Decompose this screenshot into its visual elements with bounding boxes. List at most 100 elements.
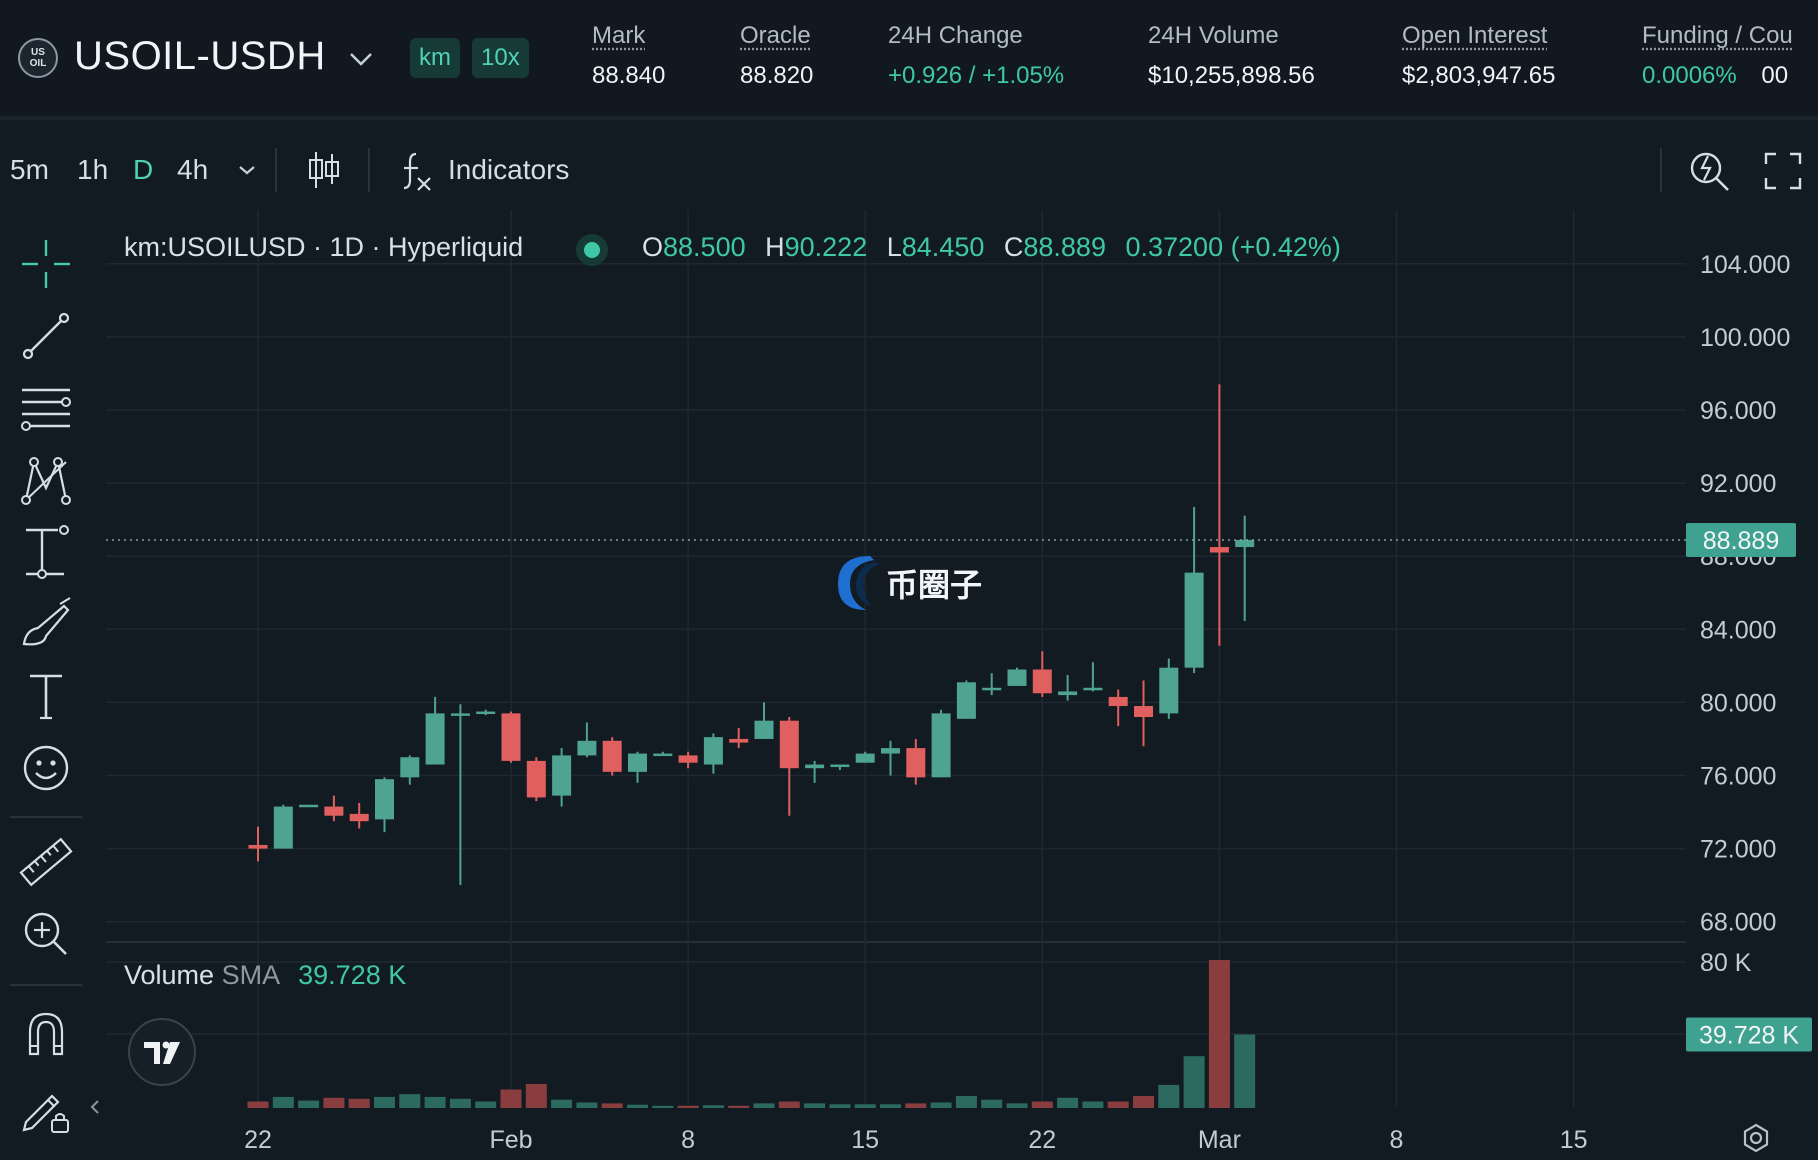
candle-body: [754, 720, 774, 739]
candle-body: [1058, 691, 1078, 696]
tradingview-logo[interactable]: [128, 1018, 196, 1086]
magnet-icon[interactable]: [16, 1004, 76, 1064]
lock-drawings-icon[interactable]: [16, 1078, 76, 1138]
timeframe-d[interactable]: D: [133, 154, 154, 185]
time-tick-label: 8: [1390, 1126, 1404, 1154]
volume-label: Volume: [124, 960, 215, 990]
candle-body: [982, 687, 1002, 691]
candle-body: [602, 740, 622, 772]
fib-levels-icon[interactable]: [16, 378, 76, 438]
stat-funding: Funding / Cou 0.0006% 00: [1642, 22, 1818, 90]
chevron-down-icon[interactable]: [348, 46, 374, 72]
volume-last-badge: [1686, 1017, 1812, 1052]
price-tick-label: 84.000: [1700, 616, 1776, 644]
ruler-icon[interactable]: [16, 832, 76, 892]
fullscreen-icon[interactable]: [1764, 152, 1802, 190]
asset-logo-text: US: [31, 47, 45, 58]
volume-bar: [449, 1098, 471, 1108]
stat-label: Open Interest: [1402, 22, 1548, 49]
watermark-text: 币圈子: [886, 566, 983, 604]
candle-body: [1007, 669, 1027, 686]
divider: [10, 816, 82, 818]
pattern-icon[interactable]: [16, 450, 76, 510]
volume-bar: [576, 1102, 598, 1108]
collapse-chevron-icon[interactable]: [88, 1098, 102, 1116]
divider: [1660, 148, 1662, 192]
brush-icon[interactable]: [16, 594, 76, 654]
candle-body: [324, 806, 344, 816]
emoji-icon[interactable]: [16, 738, 76, 798]
measure-range-icon[interactable]: [16, 522, 76, 582]
open-key: O: [642, 232, 664, 262]
drawing-toolbar: [0, 220, 99, 1160]
volume-bar: [955, 1095, 977, 1108]
volume-bar: [601, 1103, 623, 1108]
candle-body: [248, 844, 268, 849]
candle-body: [349, 813, 369, 822]
volume-bar: [1158, 1084, 1180, 1108]
candle-body: [450, 713, 470, 716]
candle-style-icon[interactable]: [306, 150, 342, 190]
indicators-button[interactable]: Indicators: [448, 154, 570, 185]
price-tick-label: 72.000: [1700, 836, 1776, 864]
candle-body: [1209, 547, 1229, 553]
watermark: 币圈子: [832, 550, 1012, 619]
price-chart[interactable]: 104.000100.00096.00092.00088.00084.00080…: [0, 210, 1818, 1160]
trend-line-icon[interactable]: [16, 306, 76, 366]
change-value: 0.37200 (+0.42%): [1125, 232, 1341, 262]
function-icon[interactable]: [398, 150, 434, 192]
close-value: 88.889: [1023, 232, 1106, 262]
open-value: 88.500: [663, 232, 746, 262]
funding-rate: 0.0006%: [1642, 62, 1737, 89]
sma-label: SMA: [221, 960, 279, 990]
time-tick-label: Mar: [1198, 1126, 1241, 1154]
volume-bar: [652, 1105, 674, 1108]
quick-search-icon[interactable]: [1688, 146, 1732, 192]
stat-label: 24H Change: [888, 22, 1023, 49]
volume-bar: [1057, 1097, 1079, 1108]
stat-label: Oracle: [740, 22, 811, 49]
low-value: 84.450: [901, 232, 985, 262]
text-tool-icon[interactable]: [16, 666, 76, 726]
chevron-down-icon[interactable]: [236, 162, 258, 178]
candle-body: [628, 753, 647, 772]
asset-logo-text: OIL: [29, 58, 47, 69]
volume-bar: [374, 1096, 395, 1108]
timeframe-5m[interactable]: 5m: [10, 154, 49, 185]
zoom-in-icon[interactable]: [16, 904, 76, 964]
candle-body: [729, 738, 749, 743]
timeframe-4h[interactable]: 4h: [177, 154, 209, 185]
stat-mark: Mark 88.840: [592, 22, 665, 90]
candle-body: [501, 713, 521, 761]
watermark-icon: [838, 556, 880, 610]
stat-value-row: 0.0006% 00: [1642, 62, 1818, 90]
stat-value: 88.840: [592, 62, 666, 89]
time-tick-label: 22: [244, 1126, 272, 1154]
volume-bar: [424, 1096, 446, 1108]
candle-body: [779, 720, 799, 769]
price-tick-label: 68.000: [1700, 909, 1776, 937]
volume-bar: [1208, 960, 1230, 1108]
leverage-badge[interactable]: 10x: [472, 38, 529, 78]
stat-24h-volume: 24H Volume $10,255,898.56: [1148, 22, 1315, 90]
time-tick-label: 15: [851, 1126, 879, 1154]
candle-body: [375, 779, 394, 820]
divider: [368, 148, 370, 192]
volume-bar: [677, 1105, 699, 1108]
pair-selector[interactable]: USOIL-USDH: [74, 34, 326, 78]
timeframe-1h[interactable]: 1h: [77, 154, 109, 185]
stat-value: $2,803,947.65: [1402, 62, 1556, 89]
stat-label: 24H Volume: [1148, 22, 1279, 49]
volume-bar: [475, 1101, 497, 1108]
candle-body: [1134, 706, 1153, 718]
volume-bar: [1183, 1056, 1205, 1108]
volume-bar: [930, 1102, 952, 1108]
crosshair-icon[interactable]: [16, 234, 76, 294]
stat-value: +0.926 / +1.05%: [888, 62, 1065, 89]
divider: [10, 984, 82, 986]
price-tick-label: 76.000: [1700, 763, 1776, 791]
settings-gear-icon[interactable]: [1740, 1122, 1772, 1154]
tradingview-icon: [144, 1041, 180, 1064]
volume-bar: [298, 1100, 320, 1108]
candle-body: [855, 753, 875, 763]
